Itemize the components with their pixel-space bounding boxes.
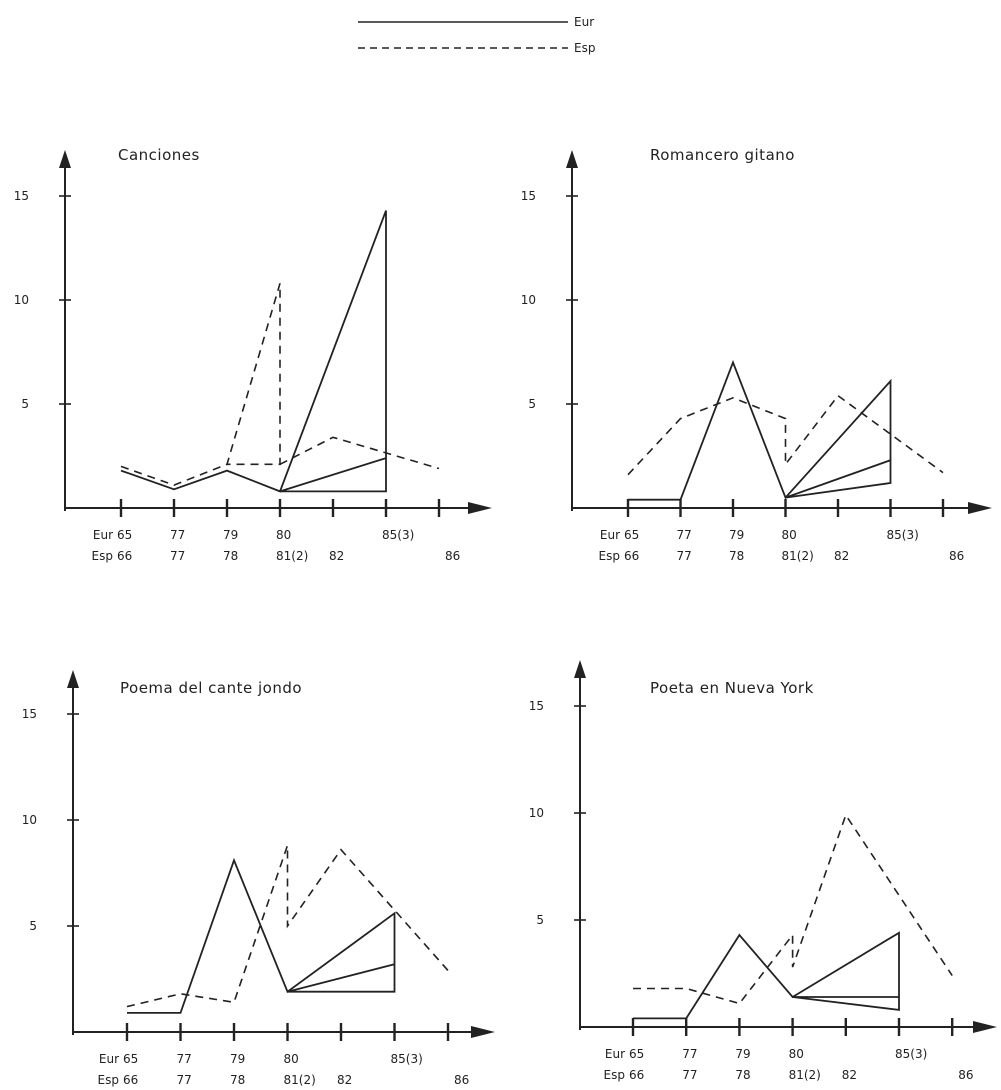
- x-tick-label-esp: 86: [445, 549, 460, 563]
- chart-panel-2: Romancero gitano 5 10 15 Eur Esp 65 77 79 80 85(3)…: [521, 146, 992, 563]
- x-tick-label-esp: 86: [949, 549, 964, 563]
- x-tick-label-eur: 80: [276, 528, 291, 542]
- y-tick-label: 10: [521, 293, 536, 307]
- x-tick-label-esp: 77: [170, 549, 185, 563]
- y-tick-label: 10: [22, 813, 37, 827]
- series-line-eur: [633, 931, 900, 1020]
- y-tick-label: 10: [529, 806, 544, 820]
- legend: Eur Esp: [358, 15, 595, 55]
- x-tick-label-esp: 78: [230, 1073, 245, 1087]
- series-line-eur: [120, 210, 387, 493]
- x-tick-label-esp: 77: [177, 1073, 192, 1087]
- row-label-eur: Eur: [93, 528, 113, 542]
- series-line-eur: [127, 857, 396, 1014]
- x-tick-label-esp: 82: [337, 1073, 352, 1087]
- chart-title: Poeta en Nueva York: [650, 679, 814, 697]
- x-tick-label-esp: 77: [677, 549, 692, 563]
- x-tick-label-esp: 82: [834, 549, 849, 563]
- row-label-esp: Esp: [599, 549, 620, 563]
- x-tick-label-esp: 78: [223, 549, 238, 563]
- x-tick-label-esp: 82: [329, 549, 344, 563]
- chart-panel-1: Canciones 5 10 15 Eur Esp 65 77 79 80 85(3) 66 77 78 8…: [14, 146, 492, 563]
- y-tick-label: 15: [529, 699, 544, 713]
- x-tick-label-esp: 86: [958, 1068, 973, 1082]
- legend-esp-label: Esp: [574, 41, 595, 55]
- y-axis-arrow: [59, 150, 71, 168]
- x-tick-label-eur: 79: [223, 528, 238, 542]
- x-tick-label-eur: 77: [682, 1047, 697, 1061]
- x-tick-label-eur: 80: [284, 1052, 299, 1066]
- x-tick-label-eur: 77: [677, 528, 692, 542]
- row-label-eur: Eur: [600, 528, 620, 542]
- x-tick-label-eur: 80: [789, 1047, 804, 1061]
- x-tick-label-eur: 85(3): [895, 1047, 927, 1061]
- x-axis-arrow: [968, 502, 992, 514]
- x-tick-label-esp: 82: [842, 1068, 857, 1082]
- x-tick-label-eur: 85(3): [391, 1052, 423, 1066]
- y-tick-label: 5: [21, 397, 29, 411]
- series-line-esp: [633, 813, 953, 1005]
- chart-panel-3: Poema del cante jondo 5 10 15 Eur Esp 65 77 79 80…: [22, 670, 495, 1087]
- x-tick-label-esp: 66: [123, 1073, 138, 1087]
- y-axis-arrow: [574, 660, 586, 678]
- y-axis-arrow: [566, 150, 578, 168]
- x-axis-arrow: [471, 1026, 495, 1038]
- y-tick-label: 15: [22, 707, 37, 721]
- x-tick-label-eur: 77: [170, 528, 185, 542]
- y-tick-label: 5: [536, 913, 544, 927]
- x-tick-label-esp: 77: [682, 1068, 697, 1082]
- x-tick-label-eur: 85(3): [887, 528, 919, 542]
- chart-title: Romancero gitano: [650, 146, 795, 164]
- row-label-esp: Esp: [604, 1068, 625, 1082]
- x-tick-label-eur: 65: [123, 1052, 138, 1066]
- x-tick-label-esp: 78: [735, 1068, 750, 1082]
- x-tick-label-eur: 80: [782, 528, 797, 542]
- x-tick-label-eur: 65: [624, 528, 639, 542]
- chart-panels: Canciones 5 10 15 Eur Esp 65 77 79 80 85(3) 66 77 78 8…: [14, 146, 997, 1087]
- series-line-esp: [126, 845, 449, 1008]
- x-axis-arrow: [973, 1021, 997, 1033]
- chart-title: Poema del cante jondo: [120, 679, 302, 697]
- y-tick-label: 5: [528, 397, 536, 411]
- x-tick-label-esp: 86: [454, 1073, 469, 1087]
- x-tick-label-eur: 79: [230, 1052, 245, 1066]
- x-tick-label-esp: 81(2): [284, 1073, 316, 1087]
- x-tick-label-esp: 81(2): [789, 1068, 821, 1082]
- y-tick-label: 10: [14, 293, 29, 307]
- x-tick-label-eur: 79: [735, 1047, 750, 1061]
- y-axis-arrow: [67, 670, 79, 688]
- x-tick-label-eur: 65: [117, 528, 132, 542]
- x-tick-label-esp: 66: [629, 1068, 644, 1082]
- y-tick-label: 15: [521, 189, 536, 203]
- row-label-eur: Eur: [605, 1047, 625, 1061]
- y-tick-label: 15: [14, 189, 29, 203]
- x-tick-label-eur: 65: [629, 1047, 644, 1061]
- x-tick-label-esp: 81(2): [276, 549, 308, 563]
- x-tick-label-esp: 66: [624, 549, 639, 563]
- x-tick-label-eur: 79: [729, 528, 744, 542]
- row-label-eur: Eur: [99, 1052, 119, 1066]
- chart-title: Canciones: [118, 146, 200, 164]
- x-tick-label-esp: 66: [117, 549, 132, 563]
- x-tick-label-esp: 78: [729, 549, 744, 563]
- series-line-eur: [628, 359, 892, 501]
- x-tick-label-esp: 81(2): [782, 549, 814, 563]
- x-axis-arrow: [468, 502, 492, 514]
- series-line-esp: [279, 436, 440, 470]
- legend-eur-label: Eur: [574, 15, 594, 29]
- x-tick-label-eur: 85(3): [382, 528, 414, 542]
- row-label-esp: Esp: [98, 1073, 119, 1087]
- series-line-esp: [627, 394, 944, 476]
- x-tick-label-eur: 77: [177, 1052, 192, 1066]
- series-line-esp: [120, 283, 281, 486]
- chart-panel-4: Poeta en Nueva York 5 10 15 Eur Esp 65 77 79 80 85…: [529, 660, 997, 1082]
- y-tick-label: 5: [29, 919, 37, 933]
- row-label-esp: Esp: [92, 549, 113, 563]
